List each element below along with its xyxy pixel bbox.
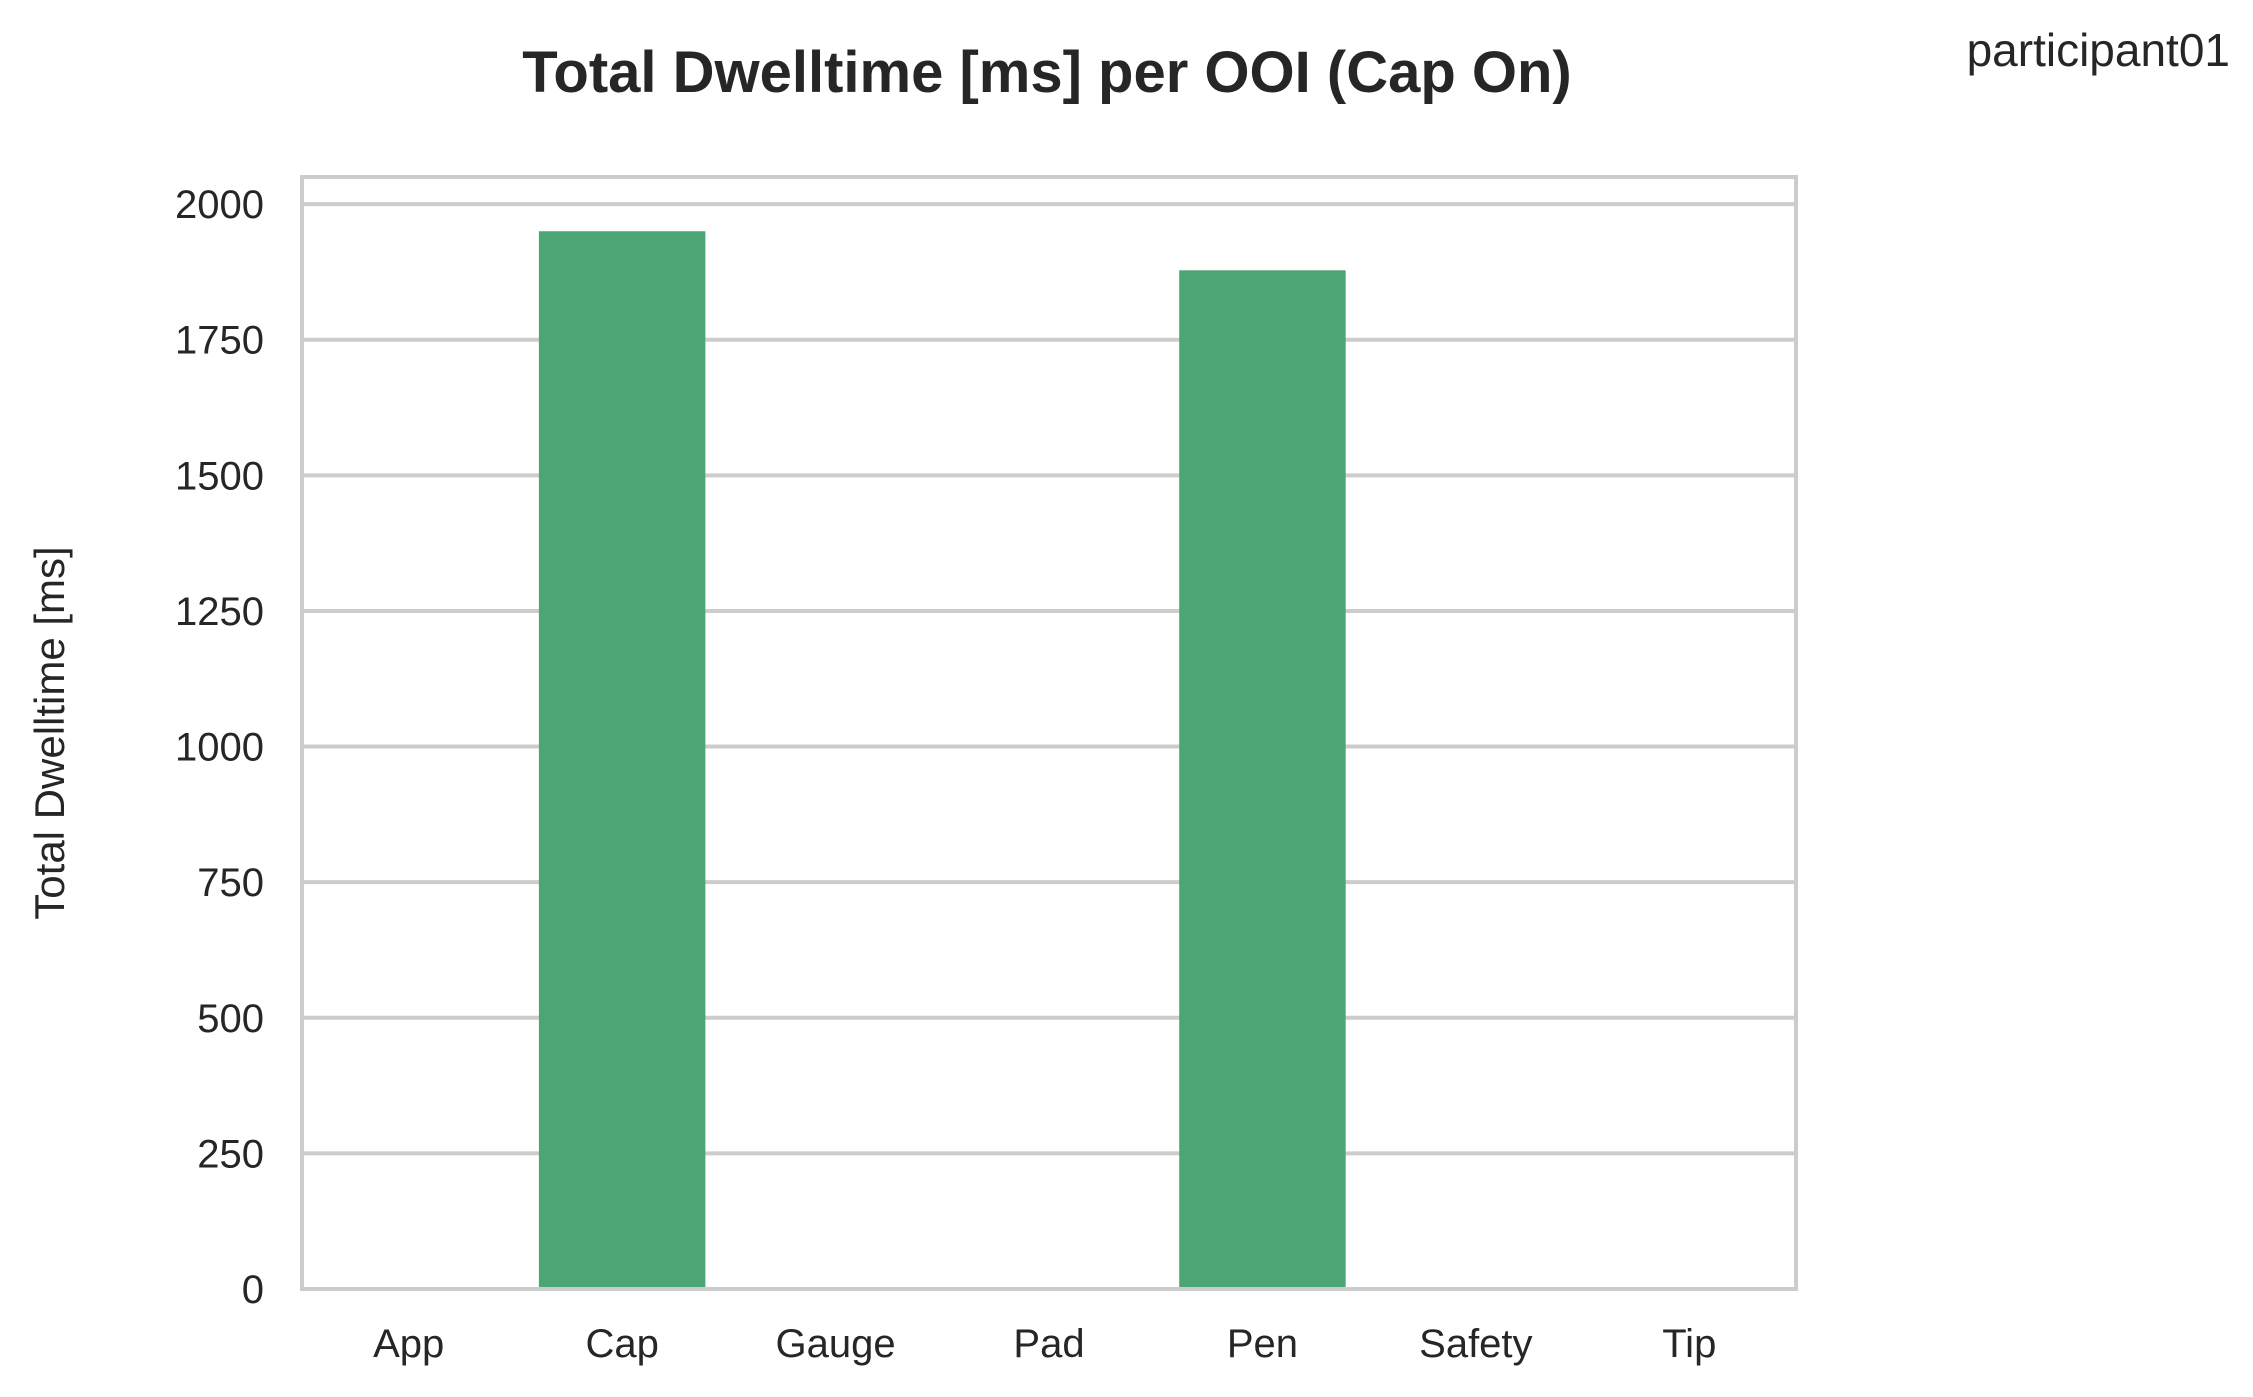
y-tick-label: 2000 xyxy=(175,183,264,227)
y-tick-labels: 0 250 500 750 1000 1250 1500 1750 2000 xyxy=(175,183,264,1312)
y-tick-label: 1750 xyxy=(175,319,264,363)
y-tick-label: 250 xyxy=(197,1132,264,1176)
x-tick-label-safety: Safety xyxy=(1419,1322,1532,1366)
bar-pen xyxy=(1179,270,1346,1289)
chart-title: Total Dwelltime [ms] per OOI (Cap On) xyxy=(522,40,1571,105)
y-tick-label: 500 xyxy=(197,997,264,1041)
gridlines xyxy=(302,202,1796,1291)
bars xyxy=(538,231,1346,1289)
x-tick-label-app: App xyxy=(373,1322,444,1366)
axes-frame xyxy=(300,175,1798,1291)
x-tick-label-tip: Tip xyxy=(1662,1322,1716,1366)
x-tick-label-gauge: Gauge xyxy=(776,1322,896,1366)
x-tick-label-pad: Pad xyxy=(1013,1322,1084,1366)
y-tick-label: 1500 xyxy=(175,454,264,498)
x-tick-label-pen: Pen xyxy=(1227,1322,1298,1366)
y-tick-label: 1000 xyxy=(175,726,264,770)
bar-cap xyxy=(538,231,706,1289)
y-tick-label: 750 xyxy=(197,861,264,905)
y-axis-label: Total Dwelltime [ms] xyxy=(26,546,73,919)
y-tick-label: 0 xyxy=(242,1268,264,1312)
x-tick-label-cap: Cap xyxy=(585,1322,658,1366)
participant-label: participant01 xyxy=(1967,24,2230,76)
y-tick-label: 1250 xyxy=(175,590,264,634)
x-tick-labels: App Cap Gauge Pad Pen Safety Tip xyxy=(373,1322,1716,1366)
